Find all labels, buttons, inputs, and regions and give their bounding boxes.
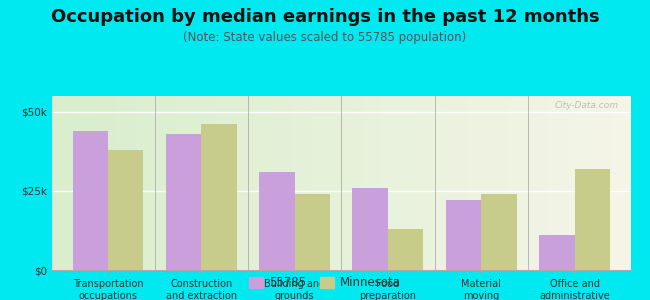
Legend: 55785, Minnesota: 55785, Minnesota — [244, 272, 406, 294]
Bar — [202, 124, 237, 270]
Bar — [108, 150, 144, 270]
Text: Occupation by median earnings in the past 12 months: Occupation by median earnings in the pas… — [51, 8, 599, 26]
Text: City-Data.com: City-Data.com — [555, 101, 619, 110]
Bar — [259, 172, 294, 270]
Bar — [539, 235, 575, 270]
Bar — [294, 194, 330, 270]
Bar — [388, 229, 423, 270]
Bar — [73, 131, 108, 270]
Bar — [446, 200, 481, 270]
Bar — [481, 194, 517, 270]
Bar — [352, 188, 388, 270]
Text: (Note: State values scaled to 55785 population): (Note: State values scaled to 55785 popu… — [183, 32, 467, 44]
Bar — [166, 134, 202, 270]
Bar — [575, 169, 610, 270]
